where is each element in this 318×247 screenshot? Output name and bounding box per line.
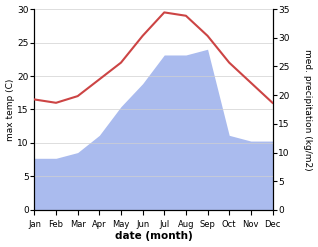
X-axis label: date (month): date (month) bbox=[114, 231, 192, 242]
Y-axis label: med. precipitation (kg/m2): med. precipitation (kg/m2) bbox=[303, 49, 313, 170]
Y-axis label: max temp (C): max temp (C) bbox=[5, 78, 15, 141]
